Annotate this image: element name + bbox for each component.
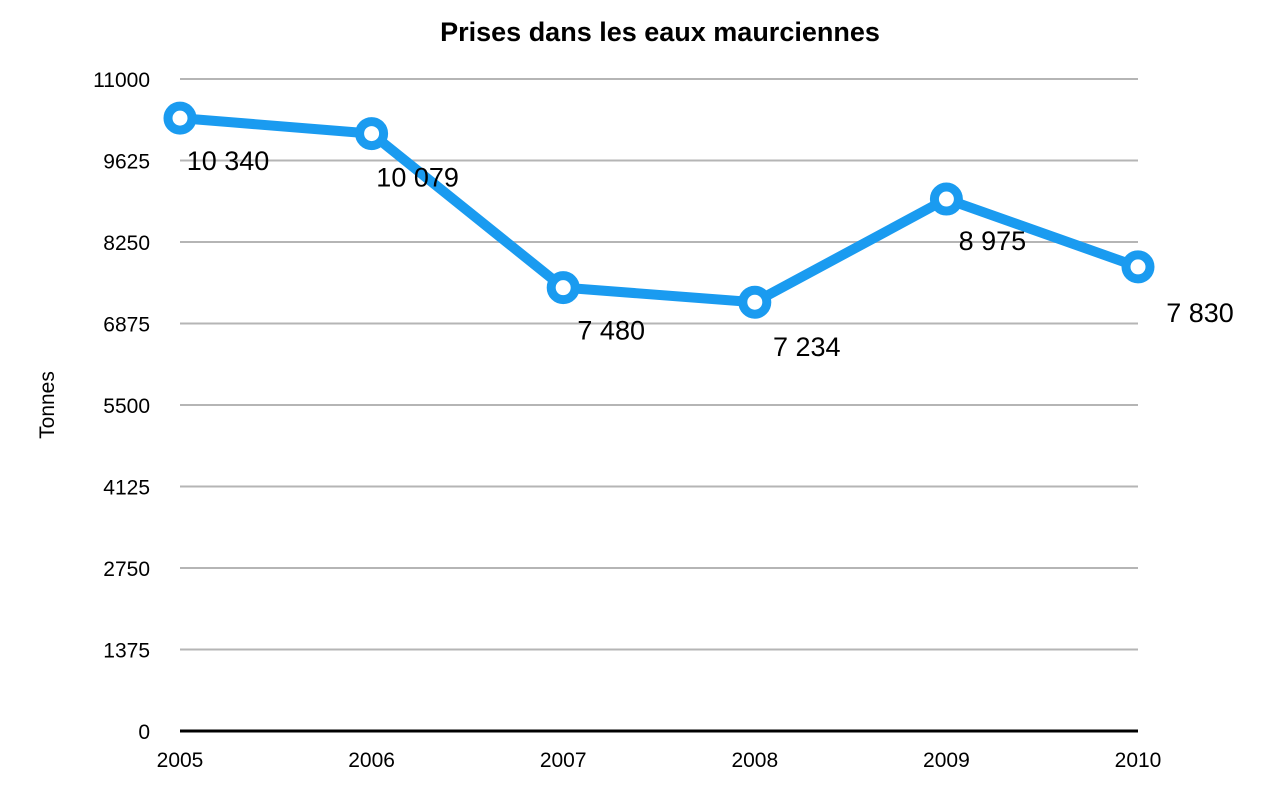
x-tick-label: 2005 (157, 749, 204, 772)
data-point-marker (929, 182, 963, 216)
y-tick-label: 0 (138, 721, 150, 744)
x-tick-label: 2008 (731, 749, 778, 772)
data-labels: 10 340 10 079 7 480 7 234 8 975 7 830 (187, 146, 1234, 362)
y-axis-ticks: 0 1375 2750 4125 5500 6875 8250 9625 11000 (93, 69, 150, 744)
y-tick-label: 11000 (93, 69, 150, 92)
x-tick-label: 2009 (923, 749, 970, 772)
y-tick-label: 4125 (103, 477, 150, 500)
data-value-label: 10 079 (376, 163, 459, 193)
y-tick-label: 2750 (103, 558, 150, 581)
data-point-marker (163, 101, 197, 135)
y-tick-label: 6875 (103, 314, 150, 337)
x-tick-label: 2007 (540, 749, 587, 772)
gridlines (180, 78, 1138, 651)
data-point-marker (738, 285, 772, 319)
data-value-label: 7 480 (577, 316, 645, 346)
x-axis-ticks: 2005 2006 2007 2008 2009 2010 (157, 749, 1162, 772)
y-tick-label: 8250 (103, 232, 150, 255)
data-markers (163, 101, 1155, 319)
data-point-marker (1121, 250, 1155, 284)
data-value-label: 7 234 (773, 332, 841, 362)
data-value-label: 10 340 (187, 146, 270, 176)
chart-title: Prises dans les eaux maurciennes (440, 17, 880, 47)
series-line (175, 113, 1143, 308)
x-tick-label: 2006 (348, 749, 395, 772)
y-tick-label: 5500 (103, 395, 150, 418)
y-tick-label: 1375 (103, 640, 150, 663)
data-value-label: 7 830 (1166, 298, 1234, 328)
y-axis-label: Tonnes (36, 371, 59, 439)
x-tick-label: 2010 (1115, 749, 1162, 772)
data-value-label: 8 975 (959, 226, 1027, 256)
data-point-marker (546, 271, 580, 305)
data-point-marker (355, 117, 389, 151)
y-tick-label: 9625 (103, 151, 150, 174)
